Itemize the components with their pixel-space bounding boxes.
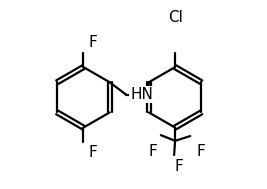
Text: F: F — [196, 144, 205, 159]
Text: HN: HN — [131, 87, 154, 102]
Text: Cl: Cl — [168, 9, 183, 25]
Text: F: F — [88, 35, 97, 50]
Text: F: F — [175, 159, 183, 174]
Text: F: F — [88, 145, 97, 160]
Text: F: F — [148, 144, 157, 159]
